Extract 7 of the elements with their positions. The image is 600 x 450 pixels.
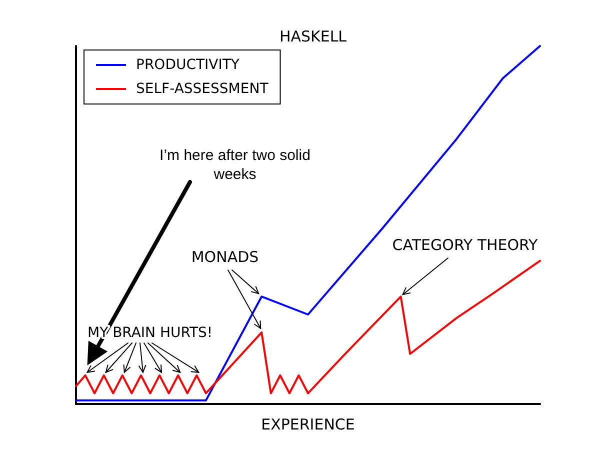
legend-label: PRODUCTIVITY — [136, 57, 240, 73]
annotation: CATEGORY THEORY — [392, 236, 539, 254]
annotation: MONADS — [191, 248, 259, 266]
annotation: I’m here after two solid weeks — [160, 147, 310, 183]
x-axis-title: EXPERIENCE — [261, 415, 355, 434]
chart-title: HASKELL — [279, 28, 348, 46]
legend-label: SELF-ASSESSMENT — [136, 81, 269, 97]
